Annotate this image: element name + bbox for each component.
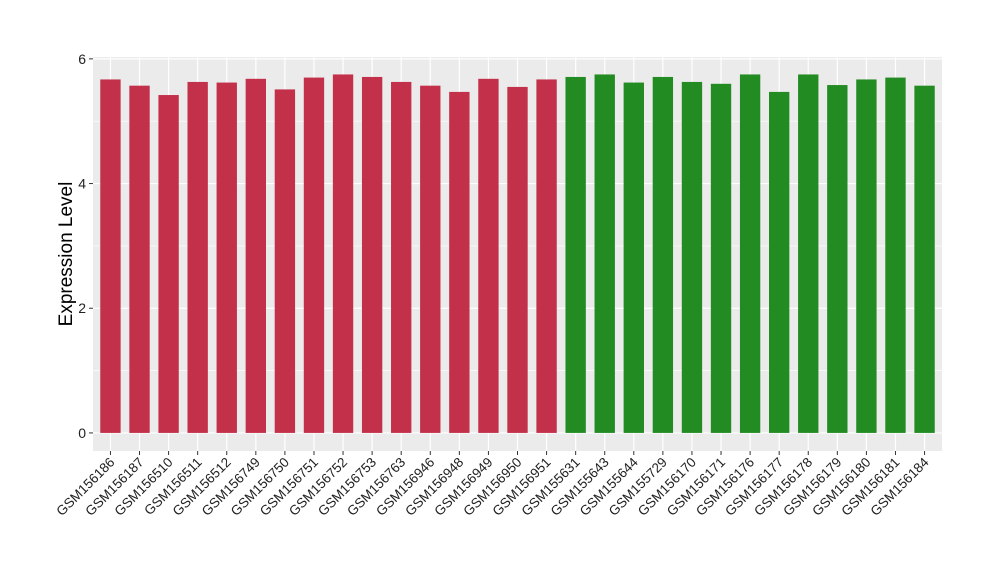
bar-GSM156753 [361, 76, 383, 433]
bar-GSM156763 [391, 81, 412, 433]
bar-GSM155631 [565, 76, 586, 433]
bar-GSM156179 [827, 85, 848, 433]
bar-GSM156171 [710, 83, 732, 433]
bar-GSM156951 [536, 79, 557, 433]
bar-GSM156181 [885, 77, 906, 433]
bar-GSM156949 [478, 78, 499, 433]
bar-GSM156752 [332, 74, 354, 433]
x-axis: GSM156186GSM156187GSM156510GSM156511GSM1… [53, 451, 932, 519]
bar-GSM156176 [739, 74, 761, 433]
bar-GSM156750 [274, 89, 296, 433]
bar-GSM155729 [652, 76, 674, 433]
bar-GSM156946 [420, 85, 441, 433]
bar-GSM156950 [507, 86, 528, 433]
bar-GSM156511 [187, 81, 208, 433]
bar-GSM156178 [798, 74, 819, 433]
bar-GSM156177 [769, 91, 790, 433]
bars [100, 74, 935, 433]
bar-GSM155643 [594, 74, 615, 433]
bar-GSM156749 [245, 78, 266, 433]
y-tick-label: 0 [78, 425, 86, 441]
bar-GSM156187 [129, 85, 150, 433]
bar-GSM156510 [158, 95, 179, 433]
bar-GSM156170 [681, 81, 703, 433]
y-tick-label: 2 [78, 300, 86, 316]
y-axis-title: Expression Level [56, 182, 77, 327]
bar-GSM156180 [856, 79, 877, 433]
bar-GSM156186 [100, 79, 121, 433]
bar-GSM156948 [449, 91, 470, 433]
bar-GSM156512 [216, 82, 237, 433]
bar-GSM156751 [303, 77, 325, 433]
y-axis: 0 2 4 6 [78, 51, 93, 441]
y-tick-label: 6 [78, 51, 86, 67]
bar-GSM155644 [623, 82, 644, 433]
bar-GSM156184 [914, 85, 935, 433]
y-tick-label: 4 [78, 176, 86, 192]
